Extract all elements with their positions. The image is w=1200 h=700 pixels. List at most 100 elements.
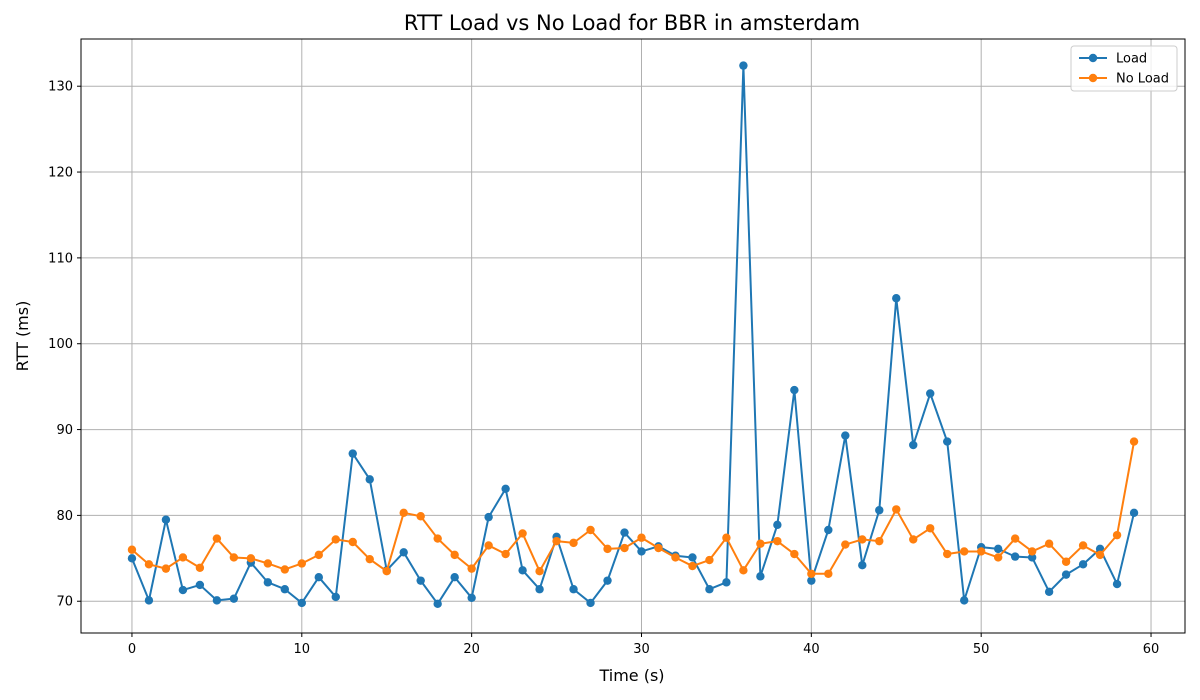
data-point-load <box>739 61 748 70</box>
y-tick-label: 80 <box>56 509 73 524</box>
chart-title: RTT Load vs No Load for BBR in amsterdam <box>404 11 860 35</box>
data-point-load <box>1078 560 1088 569</box>
y-tick-label: 100 <box>48 337 73 352</box>
data-point-no-load <box>1129 437 1139 446</box>
data-point-no-load <box>671 553 680 562</box>
x-tick-label: 20 <box>463 642 480 657</box>
data-point-no-load <box>654 543 663 553</box>
data-point-no-load <box>993 553 1003 562</box>
data-point-no-load <box>603 544 612 554</box>
data-point-load <box>960 596 969 605</box>
grid-lines <box>81 39 1185 633</box>
data-point-no-load <box>756 539 765 548</box>
data-point-load <box>705 585 714 594</box>
x-tick-label: 60 <box>1143 642 1160 657</box>
data-point-no-load <box>1010 534 1020 543</box>
legend-label-load: Load <box>1116 52 1147 67</box>
data-point-load <box>467 593 476 603</box>
data-point-no-load <box>1061 557 1071 566</box>
data-point-no-load <box>518 529 527 538</box>
data-point-load <box>127 554 137 563</box>
data-point-no-load <box>195 563 205 572</box>
data-point-load <box>297 598 306 608</box>
data-point-load <box>348 449 357 458</box>
data-point-no-load <box>263 559 273 568</box>
data-point-load <box>603 576 612 585</box>
data-point-no-load <box>178 553 188 562</box>
data-point-no-load <box>467 564 476 573</box>
data-point-load <box>314 573 323 582</box>
data-point-no-load <box>144 560 154 569</box>
data-point-load <box>1112 579 1122 589</box>
data-point-load <box>450 573 459 582</box>
data-point-no-load <box>976 547 986 556</box>
data-point-load <box>943 437 952 446</box>
data-point-no-load <box>331 535 340 544</box>
data-point-no-load <box>807 569 816 578</box>
data-point-no-load <box>960 547 969 556</box>
data-point-load <box>1044 587 1054 596</box>
data-point-load <box>1010 552 1020 561</box>
data-point-load <box>484 512 493 522</box>
x-tick-label: 40 <box>803 642 820 657</box>
data-point-no-load <box>433 534 442 543</box>
data-point-no-load <box>943 549 952 559</box>
y-tick-label: 70 <box>56 595 73 610</box>
data-point-no-load <box>382 566 391 576</box>
data-point-load <box>1027 553 1037 562</box>
data-point-no-load <box>841 540 850 549</box>
data-point-no-load <box>790 549 799 559</box>
data-point-no-load <box>161 564 171 573</box>
data-point-no-load <box>212 534 222 543</box>
legend-marker-load <box>1088 53 1098 63</box>
data-point-no-load <box>127 545 137 554</box>
legend-label-no-load: No Load <box>1116 72 1169 87</box>
data-point-load <box>926 389 935 398</box>
x-tick-label: 50 <box>973 642 990 657</box>
series-layer <box>127 61 1139 609</box>
y-tick-label: 130 <box>48 80 73 95</box>
axis-ticks: 0 10 20 30 40 50 60 70 80 90 100 110 120 130 <box>48 80 1159 657</box>
data-point-load <box>722 578 731 587</box>
data-point-no-load <box>552 536 561 546</box>
data-point-no-load <box>824 569 833 578</box>
plot-frame <box>80 38 1186 634</box>
legend: Load No Load <box>1070 45 1178 92</box>
data-point-load <box>824 525 833 535</box>
data-point-load <box>518 566 527 575</box>
data-point-no-load <box>501 549 510 559</box>
data-point-load <box>212 596 222 605</box>
data-point-load <box>586 598 595 608</box>
y-tick-label: 120 <box>48 166 73 181</box>
data-point-no-load <box>1044 539 1054 548</box>
data-point-no-load <box>688 561 697 571</box>
plot-background <box>81 39 1185 633</box>
x-tick-label: 30 <box>633 642 650 657</box>
series-no-load <box>127 437 1139 578</box>
data-point-load <box>807 576 816 585</box>
data-point-no-load <box>569 538 578 548</box>
data-point-load <box>280 585 290 594</box>
y-tick-label: 110 <box>48 251 73 266</box>
x-tick-label: 10 <box>294 642 311 657</box>
data-point-no-load <box>246 554 256 563</box>
data-point-load <box>161 515 171 524</box>
data-point-no-load <box>926 524 935 533</box>
data-point-no-load <box>1095 550 1105 560</box>
data-point-load <box>1129 508 1139 518</box>
data-point-load <box>144 596 154 605</box>
y-axis-label: RTT (ms) <box>13 301 32 372</box>
data-point-no-load <box>399 508 408 518</box>
data-point-load <box>892 294 901 303</box>
data-point-load <box>399 548 408 557</box>
data-point-no-load <box>535 566 544 576</box>
data-point-no-load <box>637 533 646 542</box>
data-point-no-load <box>314 550 323 560</box>
data-point-load <box>263 578 273 587</box>
data-point-load <box>841 431 850 440</box>
data-point-no-load <box>909 535 918 544</box>
data-point-no-load <box>620 543 629 553</box>
data-point-no-load <box>1112 530 1122 540</box>
data-point-no-load <box>892 505 901 514</box>
data-point-load <box>229 594 239 603</box>
